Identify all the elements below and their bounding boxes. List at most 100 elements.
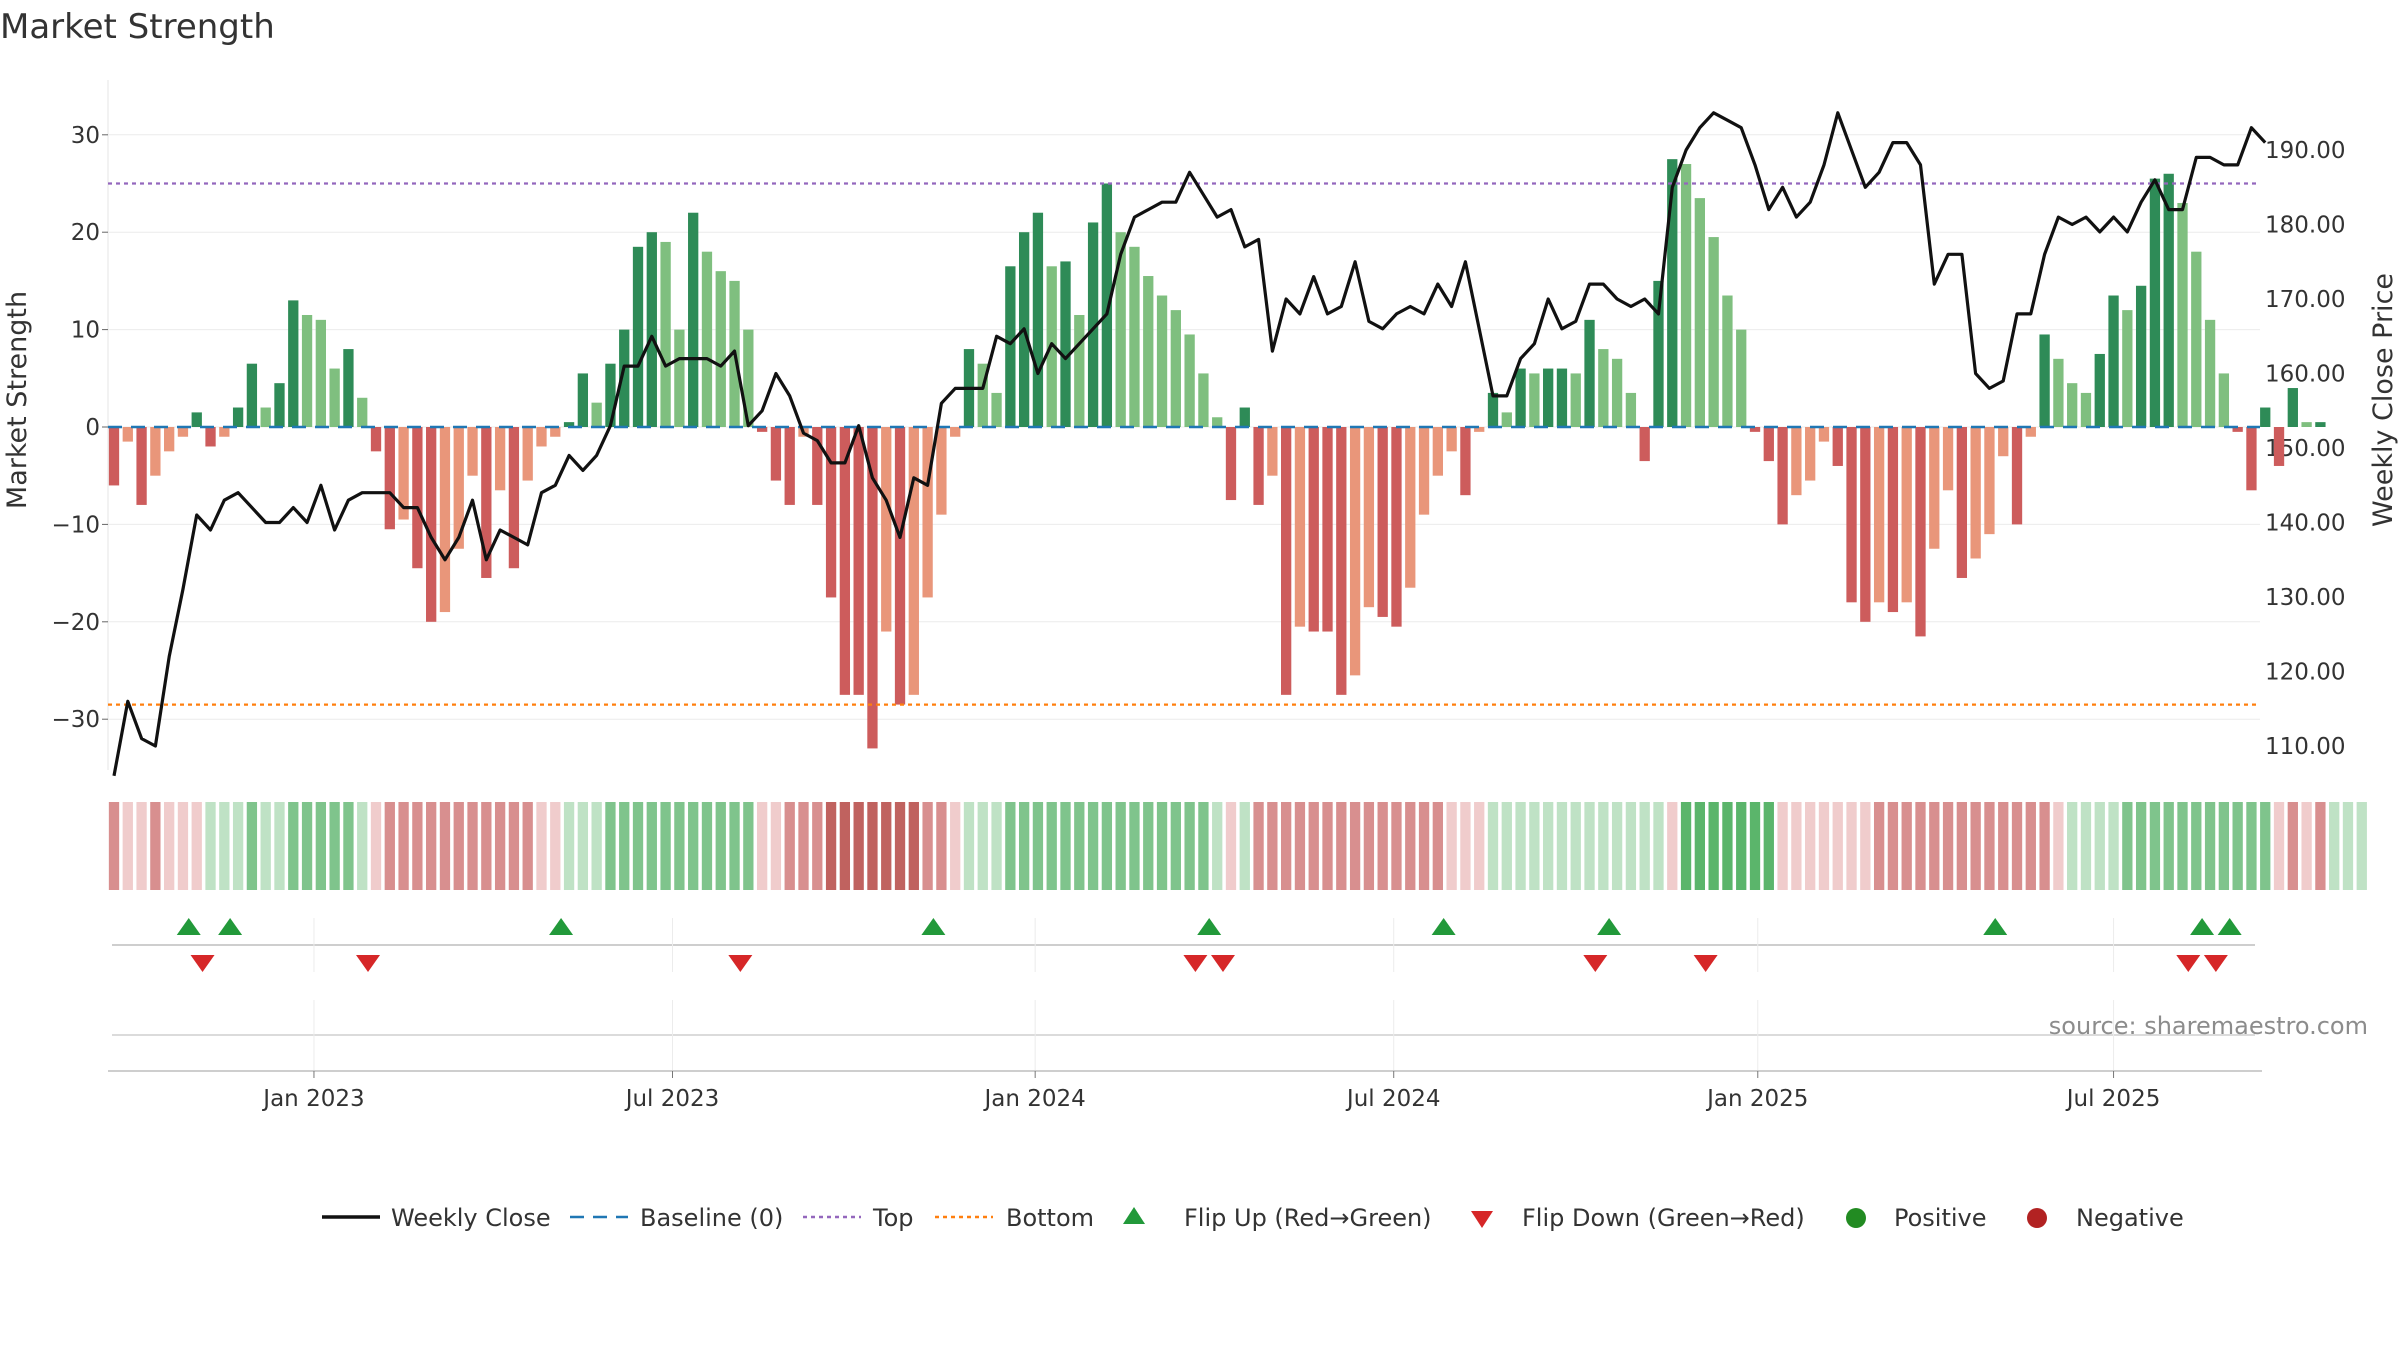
strength-bar bbox=[784, 427, 795, 505]
state-cell bbox=[2177, 802, 2188, 890]
state-cell bbox=[1887, 802, 1899, 890]
state-cell bbox=[1170, 802, 1181, 890]
state-cell bbox=[1087, 802, 1099, 890]
state-cell bbox=[2108, 802, 2119, 890]
strength-bar bbox=[1129, 246, 1140, 427]
strength-bar bbox=[922, 427, 933, 598]
state-cell bbox=[743, 802, 754, 890]
strength-bar bbox=[1156, 295, 1168, 427]
strength-bar bbox=[108, 427, 120, 486]
state-cell bbox=[1984, 802, 1995, 890]
strength-bar bbox=[467, 427, 478, 476]
state-cell bbox=[164, 802, 175, 890]
legend-negative-icon bbox=[2027, 1208, 2047, 1228]
strength-bar bbox=[577, 373, 589, 427]
strength-bar bbox=[2204, 319, 2216, 427]
state-cell bbox=[1129, 802, 1140, 890]
strength-bar bbox=[1267, 427, 1278, 476]
strength-bar bbox=[688, 212, 699, 427]
strength-bar bbox=[1680, 164, 1692, 427]
state-cell bbox=[2273, 802, 2285, 890]
state-cell bbox=[784, 802, 795, 890]
y-tick-label: −30 bbox=[51, 707, 100, 733]
strength-bar bbox=[2218, 373, 2230, 427]
strength-bar bbox=[2039, 334, 2050, 427]
y2-tick-label: 190.00 bbox=[2265, 138, 2345, 164]
state-cell bbox=[370, 802, 382, 890]
legend-negative: Negative bbox=[2076, 1204, 2184, 1232]
strength-bar bbox=[2149, 178, 2161, 427]
strength-bar bbox=[2094, 353, 2105, 427]
strength-bar bbox=[1170, 310, 1181, 427]
strength-bar bbox=[357, 397, 368, 427]
strength-bar bbox=[522, 427, 533, 481]
state-cell bbox=[1598, 802, 1609, 890]
state-cell bbox=[2246, 802, 2257, 890]
state-cell bbox=[1515, 802, 1526, 890]
strength-bar bbox=[150, 427, 161, 476]
strength-bar bbox=[1391, 427, 1402, 627]
x-tick-label: Jul 2025 bbox=[2065, 1086, 2161, 1112]
legend-weekly-close: Weekly Close bbox=[391, 1204, 551, 1232]
state-cell bbox=[1584, 802, 1595, 890]
state-cell bbox=[1349, 802, 1361, 890]
strength-bar bbox=[1363, 427, 1375, 608]
strength-bar bbox=[329, 368, 340, 427]
strength-bar bbox=[1377, 427, 1388, 617]
flip-down-marker bbox=[356, 955, 381, 972]
strength-bar bbox=[219, 427, 230, 437]
strength-bar bbox=[1336, 427, 1347, 695]
strength-bar bbox=[1639, 427, 1650, 462]
strength-bars bbox=[108, 159, 2326, 749]
strength-bar bbox=[426, 427, 437, 622]
strength-bar bbox=[1087, 222, 1099, 427]
strength-bar bbox=[2260, 407, 2271, 427]
strength-bar bbox=[398, 427, 409, 520]
strength-bar bbox=[701, 251, 713, 427]
strength-bar bbox=[715, 271, 726, 427]
legend-bottom: Bottom bbox=[1006, 1204, 1094, 1232]
lower-panels-frame bbox=[108, 918, 2262, 1072]
strength-bar bbox=[315, 319, 326, 427]
state-cell bbox=[1156, 802, 1168, 890]
strength-bar bbox=[2108, 295, 2119, 427]
state-cell bbox=[1487, 802, 1499, 890]
state-cell bbox=[150, 802, 161, 890]
strength-bar bbox=[1611, 358, 1623, 427]
strength-bar bbox=[1791, 427, 1802, 496]
strength-bar bbox=[1970, 427, 1981, 559]
state-cell bbox=[770, 802, 782, 890]
strength-bar bbox=[1584, 319, 1595, 427]
state-cell bbox=[1611, 802, 1623, 890]
state-cell bbox=[1873, 802, 1885, 890]
x-tick-label: Jan 2025 bbox=[1705, 1086, 1808, 1112]
state-cell bbox=[1101, 802, 1113, 890]
state-cell bbox=[1915, 802, 1926, 890]
state-cell bbox=[2232, 802, 2243, 890]
state-cell bbox=[936, 802, 947, 890]
state-cell bbox=[1680, 802, 1692, 890]
state-cell bbox=[2163, 802, 2174, 890]
strength-bar bbox=[812, 427, 823, 505]
state-cell bbox=[2204, 802, 2216, 890]
y2-tick-label: 120.00 bbox=[2265, 660, 2345, 686]
strength-bar bbox=[2135, 285, 2147, 427]
strength-bar bbox=[1239, 407, 1250, 427]
state-cell bbox=[1005, 802, 1016, 890]
state-cell bbox=[674, 802, 685, 890]
state-cell bbox=[1818, 802, 1830, 890]
y-tick-label: −10 bbox=[51, 512, 100, 538]
state-cell bbox=[1336, 802, 1347, 890]
state-cell bbox=[729, 802, 740, 890]
state-cell bbox=[908, 802, 919, 890]
state-cell bbox=[660, 802, 671, 890]
state-cell bbox=[1446, 802, 1457, 890]
strength-bar bbox=[122, 427, 133, 442]
state-cell bbox=[1267, 802, 1278, 890]
strength-bar bbox=[1570, 373, 1581, 427]
flip-markers bbox=[176, 918, 2242, 972]
legend-positive-icon bbox=[1846, 1208, 1866, 1228]
state-cell bbox=[2094, 802, 2105, 890]
y2-tick-label: 170.00 bbox=[2265, 287, 2345, 313]
state-cell bbox=[1846, 802, 1857, 890]
